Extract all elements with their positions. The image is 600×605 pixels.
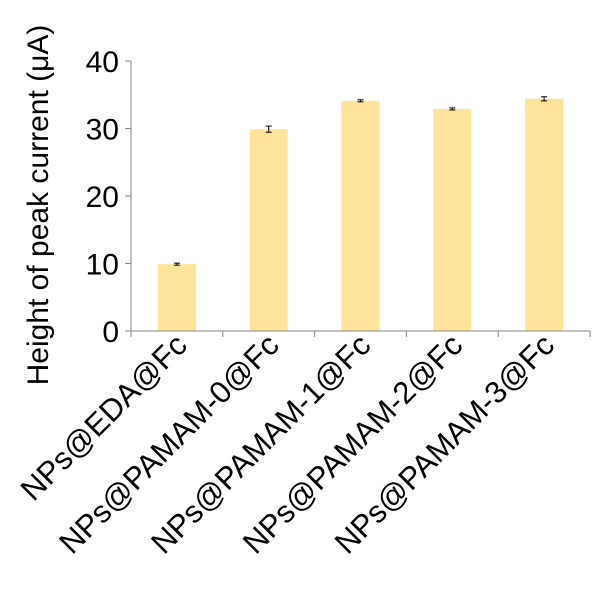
error-bar: [173, 262, 180, 266]
x-axis: [130, 330, 591, 337]
error-bars-group: [173, 96, 548, 266]
y-axis-title: Height of peak current (μA): [22, 25, 55, 386]
y-tick-label: 30: [86, 114, 119, 147]
y-axis: [125, 60, 132, 332]
y-tick-labels: 0 10 20 30 40: [86, 46, 119, 349]
error-bar: [541, 96, 548, 102]
bar: [525, 98, 564, 331]
y-tick-label: 0: [102, 316, 119, 349]
y-tick-label: 10: [86, 249, 119, 282]
x-tick-labels: NPs@EDA@FcNPs@PAMAM-0@FcNPs@PAMAM-1@FcNP…: [14, 327, 561, 560]
y-tick-label: 20: [86, 181, 119, 214]
error-bar: [265, 125, 272, 133]
bar: [433, 108, 472, 331]
bar: [249, 129, 288, 331]
error-bar: [449, 107, 456, 111]
bar: [157, 264, 196, 331]
bar: [341, 100, 380, 331]
y-tick-label: 40: [86, 46, 119, 79]
error-bar: [357, 99, 364, 103]
bars-group: [157, 98, 564, 331]
